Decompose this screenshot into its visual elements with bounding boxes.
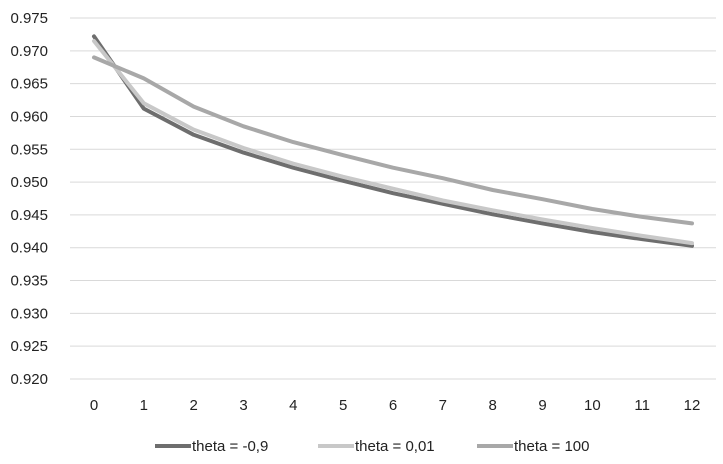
y-tick-label: 0.970 [10,43,48,60]
y-axis-ticks: 0.920 0.925 0.930 0.935 0.940 0.945 0.950 0.955… [10,10,48,388]
x-tick-label: 8 [488,397,496,414]
legend-label: theta = -0,9 [192,438,268,455]
x-tick-label: 11 [634,397,650,414]
y-tick-label: 0.925 [10,338,48,355]
x-tick-label: 10 [584,397,601,414]
series-line-3 [92,55,694,226]
x-tick-label: 2 [189,397,197,414]
y-tick-label: 0.935 [10,273,48,290]
y-tick-label: 0.960 [10,108,48,125]
y-tick-label: 0.965 [10,76,48,93]
x-tick-label: 1 [140,397,148,414]
y-tick-label: 0.945 [10,207,48,224]
x-tick-label: 7 [439,397,447,414]
x-tick-label: 4 [289,397,297,414]
series-line-1 [92,34,694,248]
y-tick-label: 0.940 [10,240,48,257]
y-tick-label: 0.950 [10,174,48,191]
y-tick-label: 0.975 [10,10,48,27]
x-tick-label: 5 [339,397,347,414]
y-tick-label: 0.955 [10,141,48,158]
y-tick-label: 0.930 [10,305,48,322]
x-axis-ticks: 0 1 2 3 4 5 6 7 8 9 10 11 12 [90,397,701,414]
series-lines [92,34,694,248]
x-tick-label: 6 [389,397,397,414]
y-tick-label: 0.920 [10,371,48,388]
series-line-2 [92,39,694,246]
x-tick-label: 9 [538,397,546,414]
x-tick-label: 12 [684,397,701,414]
legend: theta = -0,9 theta = 0,01 theta = 100 [155,438,589,455]
gridlines [70,17,716,380]
legend-label: theta = 100 [514,438,589,455]
x-tick-label: 0 [90,397,98,414]
legend-label: theta = 0,01 [355,438,435,455]
x-tick-label: 3 [239,397,247,414]
